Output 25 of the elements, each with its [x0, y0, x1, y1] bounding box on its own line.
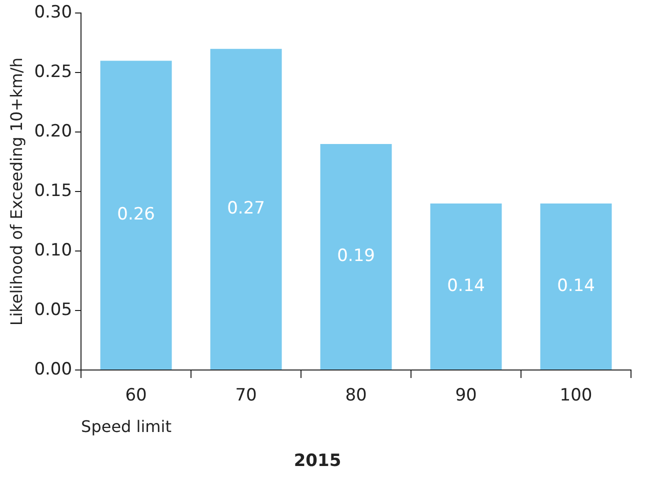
x-tick-label: 60 — [125, 386, 147, 406]
y-tick-label: 0.20 — [34, 122, 72, 142]
data-label: 0.19 — [337, 246, 375, 266]
y-tick-label: 0.15 — [34, 181, 72, 202]
bar — [320, 144, 392, 370]
bar — [540, 203, 612, 370]
bar — [210, 48, 282, 370]
y-tick-label: 0.10 — [34, 240, 72, 260]
x-tick-label: 70 — [235, 386, 257, 406]
x-tick-label: 100 — [560, 386, 592, 406]
y-axis-title: Likelihood of Exceeding 10+km/h — [6, 58, 26, 326]
x-axis-title: Speed limit — [81, 417, 172, 436]
y-tick-label: 0.30 — [34, 2, 72, 23]
y-tick-label: 0.25 — [34, 62, 72, 82]
bar — [430, 203, 502, 370]
x-tick-label: 90 — [455, 386, 477, 406]
text: 2015 — [294, 451, 342, 472]
data-label: 0.14 — [557, 276, 595, 296]
y-tick-label: 0.00 — [34, 359, 72, 380]
data-label: 0.14 — [447, 276, 485, 296]
x-tick-label: 80 — [345, 386, 367, 406]
data-label: 0.27 — [227, 198, 265, 219]
y-tick-label: 0.05 — [34, 300, 72, 320]
data-label: 0.26 — [117, 204, 155, 225]
bar — [100, 60, 172, 370]
